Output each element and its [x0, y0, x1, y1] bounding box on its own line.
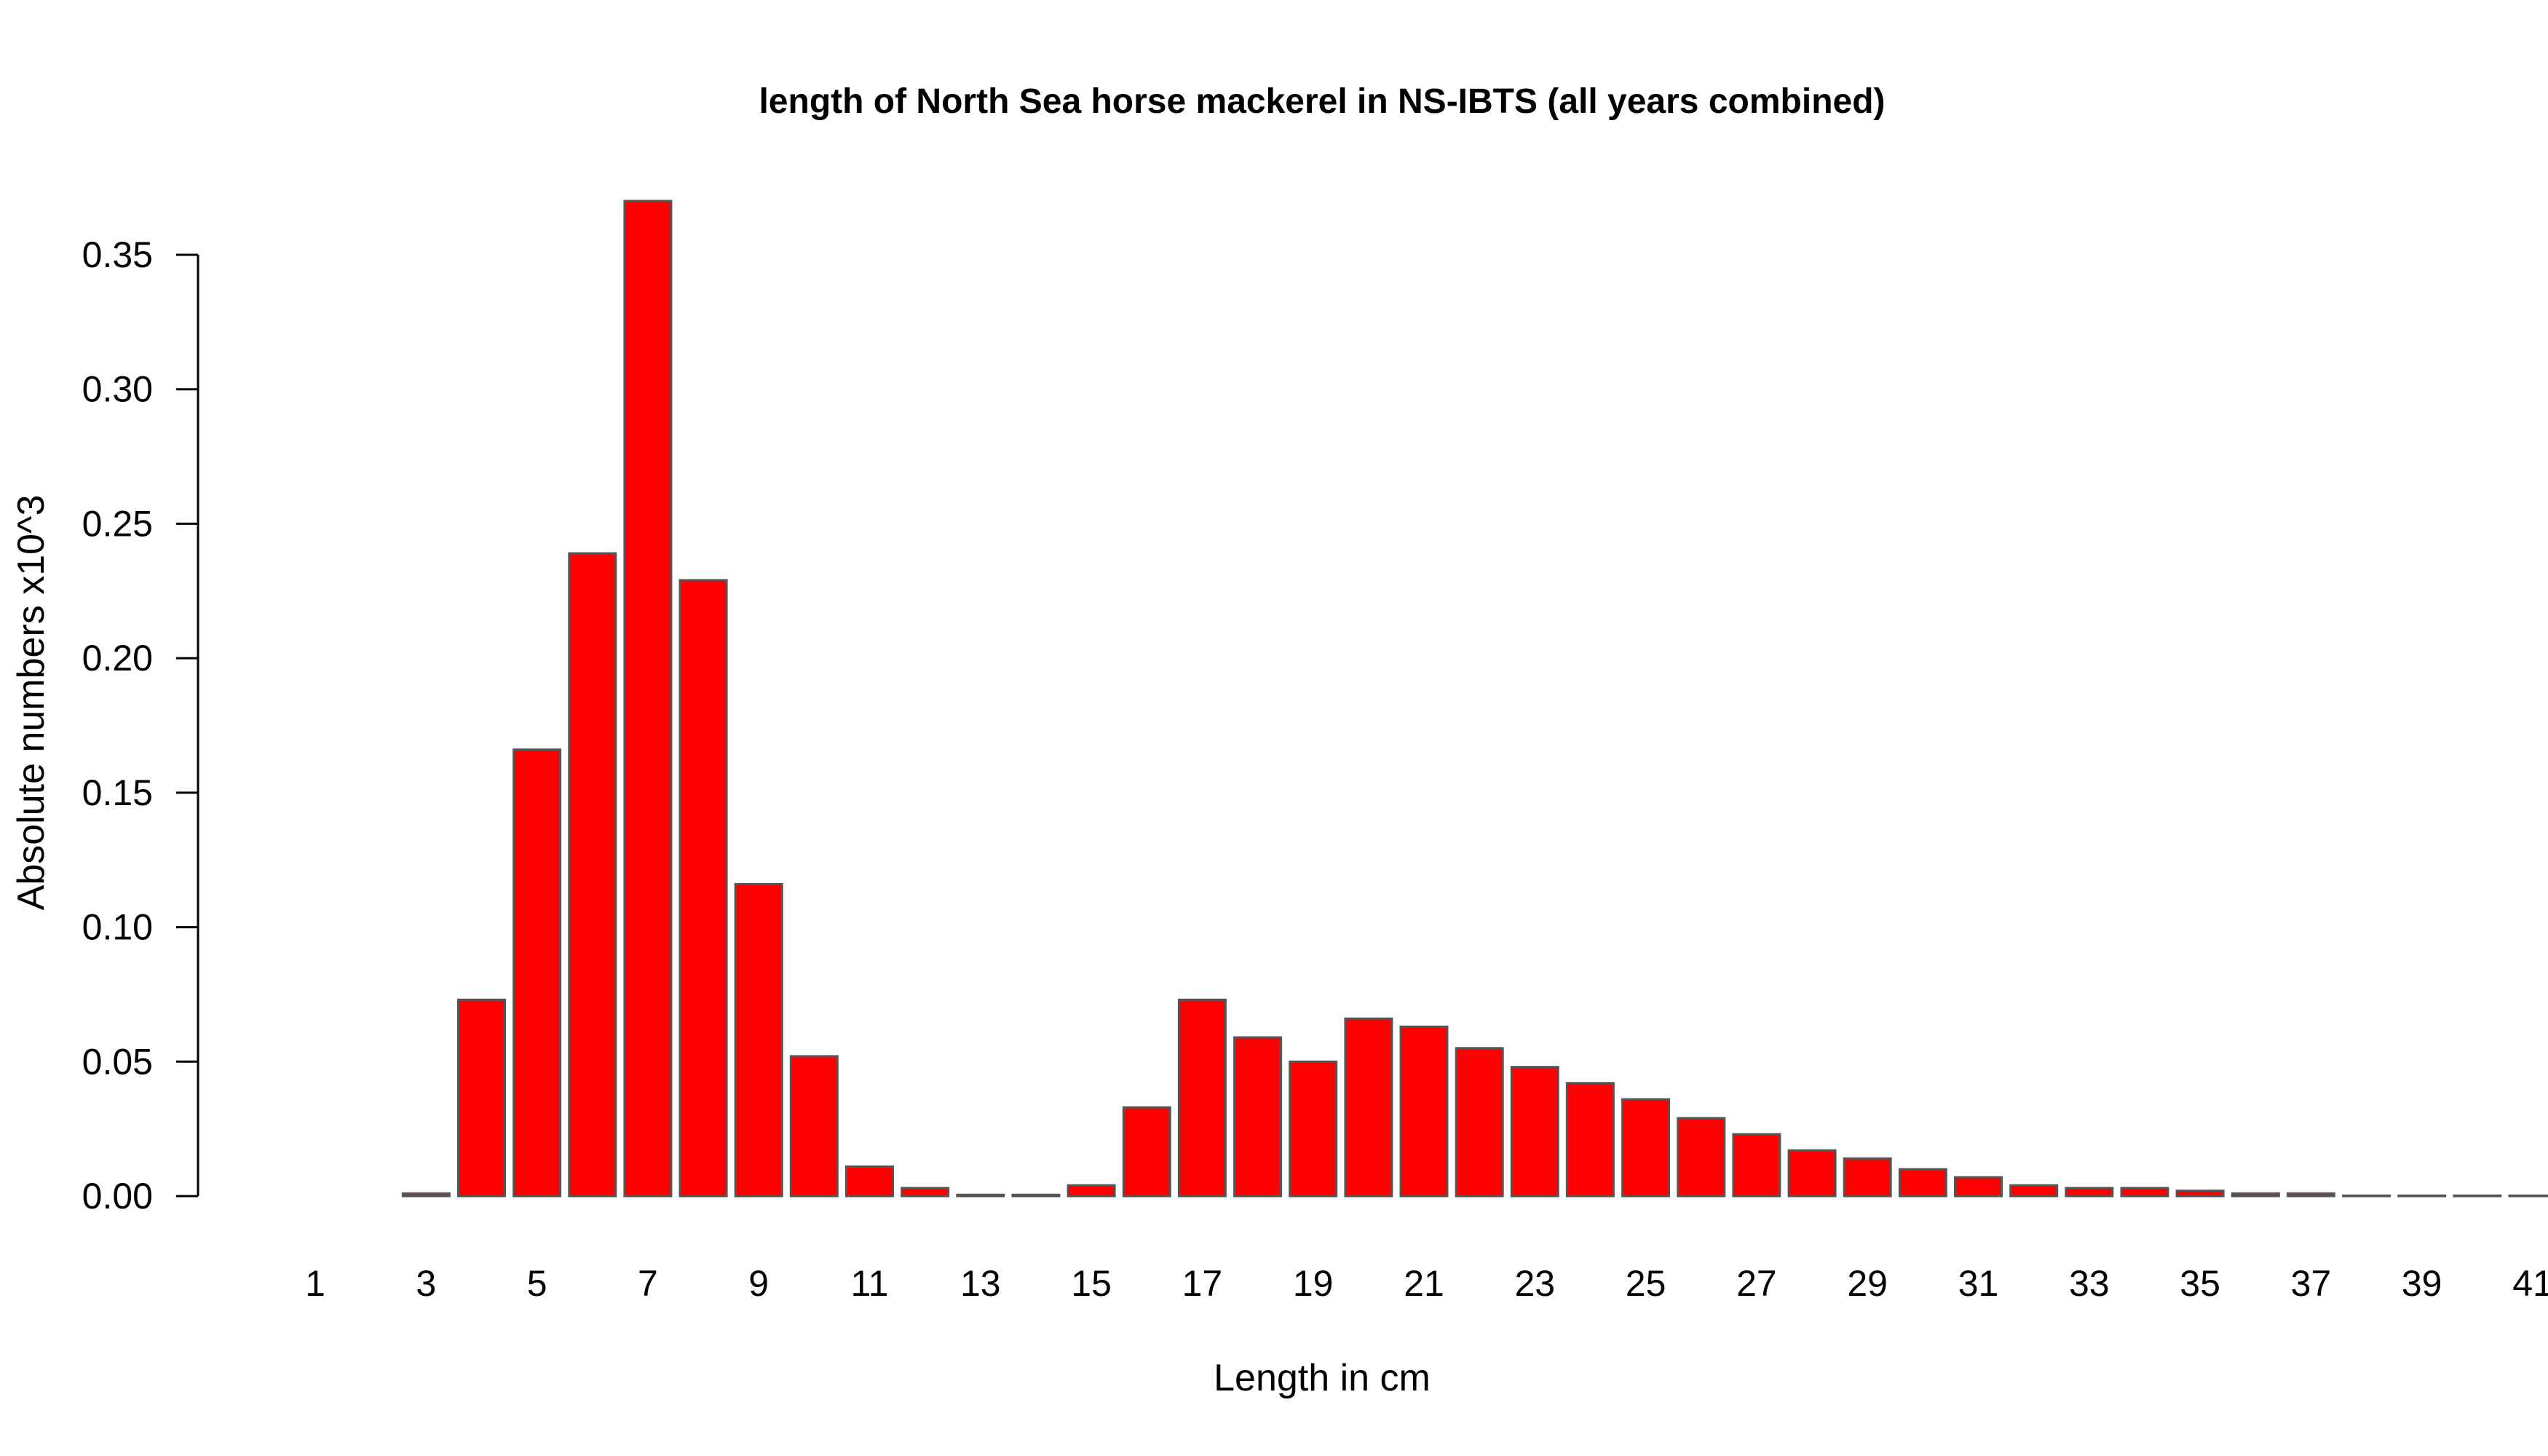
chart-title: length of North Sea horse mackerel in NS…	[759, 82, 1885, 121]
bar-length-20	[1344, 1017, 1393, 1198]
x-tick-label: 29	[1847, 1263, 1888, 1304]
y-tick-label: 0.00	[82, 1176, 153, 1216]
x-tick-label: 11	[851, 1263, 889, 1304]
bar-length-6	[568, 552, 617, 1198]
x-axis-label: Length in cm	[1214, 1357, 1431, 1399]
x-axis-tick-labels: 1 3 5 7 9 11 13 15 17 19 21 23 25 27 29 31 33 35 37 39 41	[305, 1263, 2548, 1304]
bar-length-27	[1732, 1133, 1781, 1198]
bar-length-17	[1177, 998, 1227, 1198]
x-tick-label: 23	[1514, 1263, 1555, 1304]
bar-length-23	[1510, 1066, 1559, 1198]
bar-length-16	[1122, 1106, 1171, 1198]
bar-length-33	[2065, 1187, 2114, 1198]
x-tick-label: 5	[527, 1263, 547, 1304]
x-tick-label: 15	[1071, 1263, 1112, 1304]
bar-length-8	[678, 579, 728, 1198]
x-tick-label: 9	[748, 1263, 769, 1304]
bar-length-21	[1399, 1025, 1449, 1198]
bar-length-29	[1843, 1157, 1892, 1198]
bar-length-30	[1898, 1168, 1947, 1198]
bar-length-28	[1787, 1149, 1837, 1198]
bar-length-9	[734, 883, 783, 1198]
bar-length-24	[1565, 1082, 1615, 1198]
x-tick-label: 27	[1736, 1263, 1777, 1304]
bar-length-19	[1289, 1060, 1338, 1198]
x-tick-label: 7	[638, 1263, 658, 1304]
x-tick-label: 19	[1293, 1263, 1334, 1304]
bar-length-3	[401, 1192, 451, 1198]
bar-length-41	[2508, 1194, 2548, 1198]
y-tick-label: 0.05	[82, 1041, 153, 1082]
bar-length-39	[2397, 1194, 2447, 1198]
y-axis: 0.00 0.05 0.10 0.15 0.20 0.25 0.30 0.35	[82, 234, 199, 1216]
bar-length-40	[2453, 1194, 2502, 1198]
bar-length-13	[956, 1193, 1005, 1198]
x-tick-label: 3	[416, 1263, 436, 1304]
bar-length-4	[457, 998, 506, 1198]
y-tick-label: 0.25	[82, 503, 153, 544]
bar-length-11	[845, 1165, 894, 1198]
x-tick-label: 1	[305, 1263, 325, 1304]
y-axis-label: Absolute numbers x10^3	[10, 495, 52, 911]
bar-length-37	[2286, 1192, 2335, 1198]
x-tick-label: 17	[1182, 1263, 1223, 1304]
x-tick-label: 37	[2291, 1263, 2332, 1304]
bar-length-38	[2342, 1194, 2391, 1198]
y-tick-label: 0.30	[82, 369, 153, 410]
x-tick-label: 33	[2069, 1263, 2110, 1304]
x-tick-label: 35	[2180, 1263, 2220, 1304]
bar-length-35	[2175, 1190, 2225, 1198]
bar-length-10	[789, 1055, 839, 1198]
y-tick-label: 0.20	[82, 638, 153, 678]
y-tick-label: 0.10	[82, 907, 153, 948]
x-tick-label: 25	[1626, 1263, 1666, 1304]
bars-group	[401, 199, 2548, 1198]
x-tick-label: 21	[1404, 1263, 1444, 1304]
bar-length-22	[1455, 1047, 1504, 1198]
bar-length-25	[1621, 1098, 1671, 1198]
bar-length-26	[1677, 1117, 1726, 1198]
bar-length-12	[901, 1187, 950, 1198]
x-tick-label: 41	[2512, 1263, 2548, 1304]
bar-length-14	[1011, 1193, 1061, 1198]
bar-length-31	[1954, 1176, 2003, 1198]
bar-length-36	[2231, 1192, 2280, 1198]
bar-length-34	[2120, 1187, 2169, 1198]
x-tick-label: 13	[960, 1263, 1001, 1304]
x-tick-label: 39	[2402, 1263, 2442, 1304]
bar-length-18	[1233, 1036, 1283, 1198]
x-tick-label: 31	[1958, 1263, 1999, 1304]
bar-length-15	[1067, 1184, 1116, 1198]
y-tick-label: 0.15	[82, 772, 153, 813]
y-tick-label: 0.35	[82, 234, 153, 275]
bar-length-32	[2009, 1184, 2059, 1198]
bar-length-7	[623, 199, 673, 1198]
bar-length-5	[513, 748, 562, 1198]
